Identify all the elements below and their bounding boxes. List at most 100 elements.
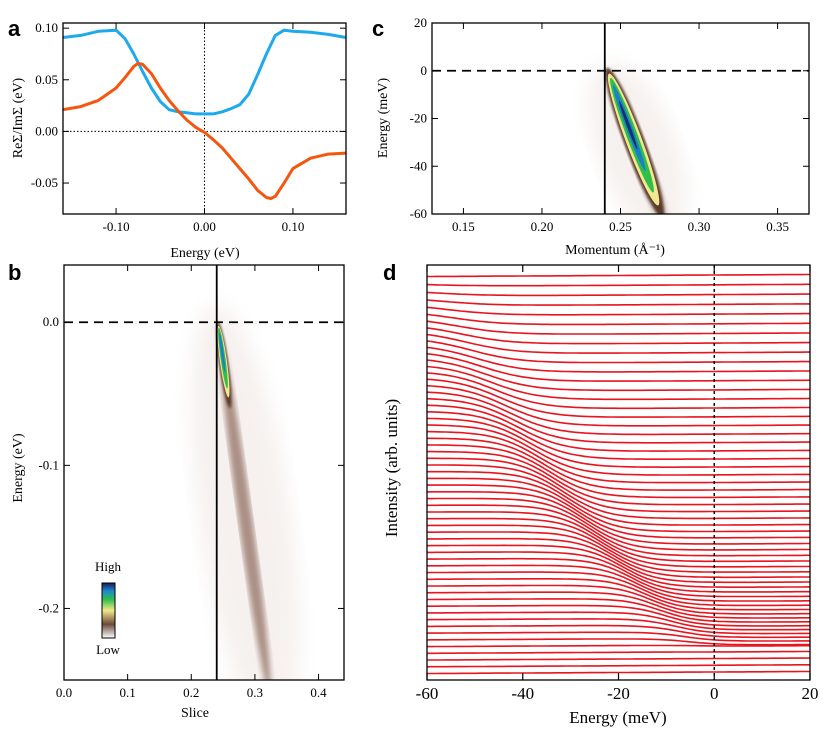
panel-d-edc-curve — [427, 470, 810, 526]
panel-d-xtick-label: 20 — [802, 684, 819, 703]
panel-d-edc-curve — [427, 365, 810, 401]
panel-d-edc-curve — [427, 578, 810, 611]
panel-d-edc-curve — [427, 584, 810, 615]
panel-c-ytick-label: -20 — [410, 111, 427, 126]
panel-d-edc-curve — [427, 457, 810, 513]
panel-d-edc-curve — [427, 359, 810, 392]
panel-d-edc-curve — [427, 340, 810, 364]
panel-a-ytick-label: 0.10 — [35, 20, 58, 35]
panel-c-xtick-label: 0.30 — [688, 219, 711, 234]
panel-c-xtick-label: 0.25 — [609, 219, 632, 234]
panel-b-ytick-label: -0.1 — [38, 457, 59, 472]
panel-a-series-re-sigma — [63, 61, 346, 200]
panel-d-edc-curve — [427, 497, 810, 551]
panel-d-edc-curve — [427, 591, 810, 619]
panel-d-edc-curve — [427, 491, 810, 545]
panel-label-b: b — [8, 260, 21, 285]
panel-d-edc-curve — [427, 320, 810, 335]
panel-d-edc-curve — [427, 664, 810, 668]
panel-d-xtick-label: 0 — [710, 684, 719, 703]
panel-d-xlabel: Energy (meV) — [569, 708, 666, 727]
panel-d-edc-curve — [427, 644, 810, 648]
panel-a-ylabel: ReΣ/ImΣ (eV) — [11, 77, 26, 158]
panel-d-edc-curve — [427, 650, 810, 655]
panel-c-ytick-label: -60 — [410, 206, 427, 221]
panel-d-edc-curve — [427, 557, 810, 598]
panel-d-edc-curve — [427, 604, 810, 627]
panel-c-ylabel: Energy (meV) — [376, 78, 391, 159]
panel-c-xtick-label: 0.20 — [531, 219, 554, 234]
panel-c-ytick-label: 20 — [414, 15, 427, 30]
panel-b-xtick-label: 0.2 — [183, 685, 199, 700]
panel-label-d: d — [383, 260, 396, 285]
panel-d-edc-curve — [427, 464, 810, 520]
panel-label-c: c — [372, 16, 384, 41]
panel-d-edc-curve — [427, 353, 810, 382]
panel-d-edc-curve — [427, 618, 810, 635]
panel-d-edc-stack: -60 -40 -20 0 20 Energy (meV) Intensity (arb… — [382, 264, 819, 727]
panel-d-edc-curve — [427, 670, 810, 675]
panel-d-edc-curve — [427, 624, 810, 639]
panel-a-self-energy-plot: -0.10 0.00 0.10 0.10 0.05 0.00 -0.05 Energy (e… — [11, 20, 347, 261]
panel-d-edc-curve — [427, 283, 810, 287]
panel-d-edc-curve — [427, 411, 810, 460]
panel-d-edc-curve — [427, 484, 810, 539]
panel-d-ylabel: Intensity (arb. units) — [382, 399, 401, 537]
colorbar-high-label: High — [95, 559, 122, 574]
panel-c-xtick-label: 0.35 — [766, 219, 789, 234]
panel-b-band-core-blue — [219, 332, 226, 373]
panel-a-series-im-sigma — [63, 28, 346, 116]
panel-d-edc-curve — [427, 531, 810, 579]
panel-d-edc-curve — [427, 544, 810, 588]
panel-d-edc-curve — [427, 524, 810, 573]
panel-a-ytick-label: 0.00 — [35, 123, 58, 138]
panel-a-xtick-label: 0.00 — [193, 219, 216, 234]
panel-d-edc-curve — [427, 657, 810, 661]
panel-b-xtick-label: 0.4 — [310, 685, 327, 700]
panel-a-ytick-label: -0.05 — [31, 175, 58, 190]
panel-c-ytick-label: 0 — [421, 63, 428, 78]
panel-label-a: a — [8, 16, 21, 41]
panel-a-xtick-label: 0.10 — [282, 219, 305, 234]
panel-b-xtick-label: 0.1 — [120, 685, 136, 700]
panel-d-edc-curve — [427, 437, 810, 491]
panel-c-xlabel: Momentum (Å⁻¹) — [565, 242, 665, 258]
panel-b-ylabel: Energy (eV) — [11, 433, 26, 503]
panel-d-edc-curve — [427, 346, 810, 373]
panel-b-frame — [63, 264, 345, 681]
panel-b-band-tail — [219, 340, 272, 680]
panel-a-ytick-label: 0.05 — [35, 72, 58, 87]
panel-c-band — [587, 62, 687, 214]
panel-d-edc-curve — [427, 631, 810, 642]
panel-d-xtick-label: -20 — [607, 684, 630, 703]
panel-c-band-core-navy — [619, 100, 638, 150]
panel-d-edc-curve — [427, 306, 810, 316]
panel-d-edc-curve — [427, 611, 810, 631]
panel-d-edc-curve — [427, 517, 810, 568]
panel-d-edc-curve — [427, 333, 810, 354]
panel-d-edc-curve — [427, 571, 810, 607]
panel-b-xtick-label: 0.0 — [56, 685, 72, 700]
panel-c-xtick-label: 0.15 — [452, 219, 475, 234]
panel-d-edc-curve — [427, 404, 810, 452]
panel-d-edc-curve — [427, 273, 810, 278]
panel-d-edc-curve — [427, 598, 810, 623]
panel-b-spectral-map: 0.0 0.1 0.2 0.3 0.4 0.0 -0.1 -0.2 Slice Energy … — [11, 264, 345, 721]
panel-b-ytick-label: 0.0 — [43, 314, 59, 329]
panel-c-ytick-label: -40 — [410, 158, 427, 173]
panel-d-edc-curve — [427, 391, 810, 436]
panel-d-edc-curve — [427, 417, 810, 468]
colorbar-low-label: Low — [96, 642, 120, 657]
panel-d-edc-curve — [427, 504, 810, 557]
panel-b-xlabel: Slice — [181, 706, 209, 721]
panel-d-edc-curve — [427, 327, 810, 345]
panel-d-edc-curve — [427, 313, 810, 326]
panel-d-edc-curve — [427, 450, 810, 506]
panel-d-xtick-label: -40 — [511, 684, 534, 703]
panel-b-band — [190, 304, 300, 680]
panel-d-edc-curve — [427, 384, 810, 427]
panel-d-xtick-label: -60 — [416, 684, 439, 703]
panel-c-spectral-map: 0.15 0.20 0.25 0.30 0.35 20 0 -20 -40 -60 Momentu… — [376, 15, 810, 258]
panel-d-edc-curve — [427, 299, 810, 306]
panel-d-edc-curve — [427, 444, 810, 499]
